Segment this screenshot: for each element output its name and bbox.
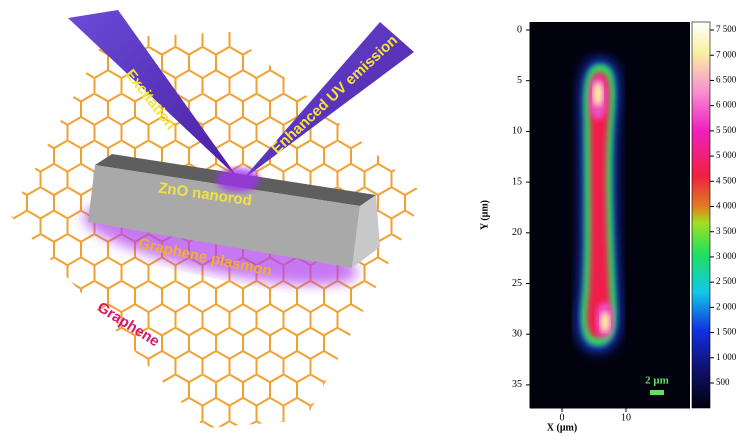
y-tick-label: 25 bbox=[512, 278, 522, 289]
map-peak bbox=[600, 312, 610, 332]
schematic: Excitation Enhanced UV emission ZnO nano… bbox=[10, 10, 425, 428]
y-tick-label: 0 bbox=[517, 24, 522, 35]
x-tick-label: 10 bbox=[621, 412, 631, 423]
y-tick-label: 10 bbox=[512, 126, 522, 137]
y-axis-label: Y (μm) bbox=[479, 200, 490, 230]
scale-bar-label: 2 μm bbox=[645, 375, 669, 387]
map-peak bbox=[593, 82, 603, 106]
y-tick-label: 5 bbox=[517, 75, 522, 86]
x-tick-label: 0 bbox=[560, 412, 565, 423]
colorbar-tick-label: 7 500 bbox=[716, 24, 737, 34]
figure: Excitation Enhanced UV emission ZnO nano… bbox=[0, 0, 738, 436]
colorbar-tick-label: 6 500 bbox=[716, 74, 737, 84]
scale-bar bbox=[650, 390, 664, 395]
y-tick-label: 15 bbox=[512, 176, 522, 187]
colorbar-tick-label: 2 500 bbox=[716, 276, 737, 286]
colorbar-tick-label: 6 000 bbox=[716, 100, 737, 110]
colorbar-tick-label: 2 000 bbox=[716, 301, 737, 311]
y-tick-label: 35 bbox=[512, 379, 522, 390]
colorbar-tick-label: 7 000 bbox=[716, 49, 737, 59]
y-tick-label: 20 bbox=[512, 227, 522, 238]
x-axis-label: X (μm) bbox=[547, 422, 577, 433]
colorbar-tick-label: 1 000 bbox=[716, 352, 737, 362]
colorbar-tick-label: 1 500 bbox=[716, 327, 737, 337]
colorbar-tick-label: 4 500 bbox=[716, 175, 737, 185]
colorbar-tick-label: 3 500 bbox=[716, 226, 737, 236]
y-tick-label: 30 bbox=[512, 328, 522, 339]
colorbar-tick-label: 5 000 bbox=[716, 150, 737, 160]
colorbar-tick-label: 5 500 bbox=[716, 125, 737, 135]
colorbar-tick-label: 500 bbox=[716, 377, 730, 387]
colorbar-tick-label: 3 000 bbox=[716, 251, 737, 261]
colorbar-tick-label: 4 000 bbox=[716, 201, 737, 211]
colorbar bbox=[692, 22, 710, 408]
